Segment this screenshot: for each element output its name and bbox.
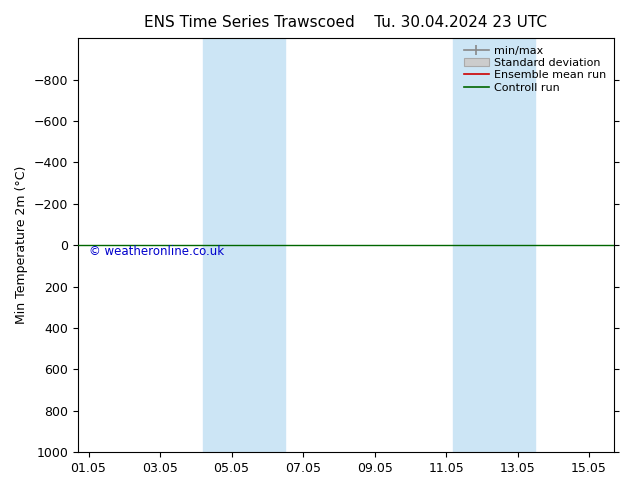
Legend: min/max, Standard deviation, Ensemble mean run, Controll run: min/max, Standard deviation, Ensemble me… xyxy=(462,44,609,95)
Bar xyxy=(238,38,285,452)
Title: ENS Time Series Trawscoed    Tu. 30.04.2024 23 UTC: ENS Time Series Trawscoed Tu. 30.04.2024… xyxy=(145,15,547,30)
Y-axis label: Min Temperature 2m (°C): Min Temperature 2m (°C) xyxy=(15,166,28,324)
Text: © weatheronline.co.uk: © weatheronline.co.uk xyxy=(89,245,224,258)
Bar xyxy=(453,38,489,452)
Bar xyxy=(203,38,238,452)
Bar xyxy=(489,38,536,452)
